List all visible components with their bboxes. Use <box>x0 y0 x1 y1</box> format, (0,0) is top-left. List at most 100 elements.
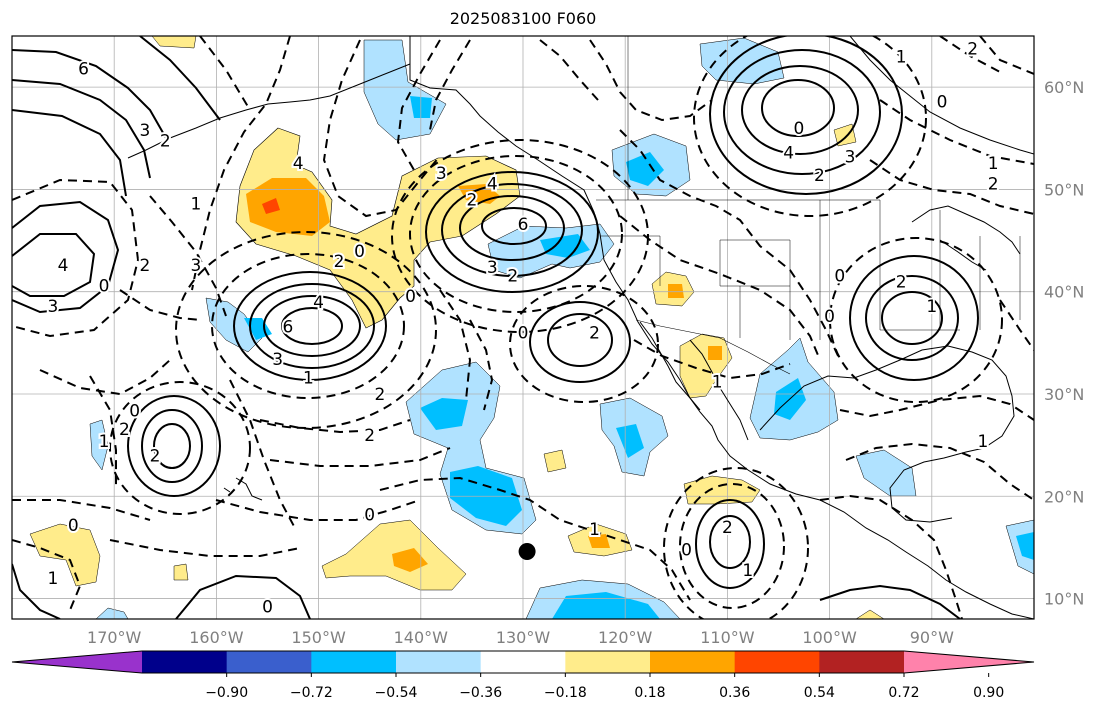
colorbar-segment <box>142 651 228 673</box>
contour-value-label: 3 <box>47 297 58 317</box>
contour-value-label: 2 <box>150 446 161 466</box>
contour-value-label: 1 <box>589 520 600 540</box>
latitude-tick-label: 60°N <box>1044 78 1084 97</box>
contour-line <box>439 289 472 401</box>
contour-line <box>845 442 1034 501</box>
contour-line <box>379 476 691 601</box>
moderate-positive-region <box>246 178 330 236</box>
contour-value-label: 1 <box>99 432 110 452</box>
colorbar-segment <box>226 651 312 673</box>
moderate-positive-region <box>392 548 428 572</box>
longitude-tick-label: 130°W <box>496 628 551 647</box>
contour-value-label: 1 <box>926 297 937 317</box>
contour-value-label: 1 <box>712 373 723 393</box>
canada-hudson-coast <box>849 36 1034 155</box>
colorbar-tick-label: 0.72 <box>888 685 919 701</box>
colorbar-segment <box>480 651 566 673</box>
strong-positive-region <box>262 198 280 214</box>
contour-line <box>709 515 751 569</box>
positive-anomaly-region <box>151 36 197 49</box>
negative-anomaly-region <box>95 607 129 619</box>
contour-value-label: 0 <box>794 119 805 139</box>
contour-line <box>259 419 411 434</box>
contour-line <box>139 36 221 121</box>
contour-line <box>619 215 821 361</box>
positive-anomaly-region <box>855 609 885 619</box>
contour-line <box>865 275 959 361</box>
contour-value-label: 0 <box>937 92 948 112</box>
contour-value-label: 0 <box>824 307 835 327</box>
contour-line <box>175 574 311 619</box>
contour-line <box>153 423 191 469</box>
contour-line <box>12 233 96 297</box>
contour-value-label: 1 <box>742 561 753 581</box>
contour-value-label: 2 <box>334 252 345 272</box>
contour-line <box>12 49 167 139</box>
contour-value-label: 2 <box>139 256 150 276</box>
colorbar-segment <box>734 651 820 673</box>
state-borders <box>600 36 1021 340</box>
contour-line <box>481 207 547 245</box>
contour-value-label: 0 <box>364 506 375 526</box>
latitude-tick-label: 20°N <box>1044 487 1084 506</box>
positive-anomaly-region <box>173 563 189 581</box>
gulf-of-california-coastline <box>689 339 749 441</box>
contour-line <box>709 36 903 195</box>
contour-value-label: 0 <box>262 598 273 618</box>
contour-line <box>39 359 171 396</box>
contour-value-label: 1 <box>896 47 907 67</box>
colorbar-tick-label: −0.54 <box>375 685 418 701</box>
contour-value-label: 2 <box>375 385 386 405</box>
colorbar-tick-label: −0.90 <box>205 685 248 701</box>
contour-value-label: 0 <box>834 266 845 286</box>
contour-line <box>999 299 1034 351</box>
contour-value-label: 6 <box>518 215 529 235</box>
contour-line <box>695 499 765 589</box>
contour-line <box>979 36 1034 75</box>
contour-line <box>269 447 451 467</box>
contour-line <box>441 183 583 277</box>
contour-value-label: 2 <box>967 39 978 59</box>
contour-value-label: 3 <box>436 164 447 184</box>
colorbar-outline <box>11 650 1035 674</box>
contour-line <box>849 255 979 381</box>
contour-line <box>881 291 943 345</box>
contour-value-label: 0 <box>99 277 110 297</box>
contour-value-label: 3 <box>139 121 150 141</box>
contour-value-label: 3 <box>845 148 856 168</box>
latitude-tick-label: 30°N <box>1044 385 1084 404</box>
contour-line <box>211 253 405 399</box>
colorbar-tick-label: 0.54 <box>804 685 835 701</box>
shaded-anomalies <box>29 36 1034 619</box>
contour-line <box>819 494 963 619</box>
alaska-coastline <box>409 36 1034 619</box>
contour-value-label: 4 <box>313 293 324 313</box>
contour-line <box>263 295 361 357</box>
colorbar-lower-extension <box>12 651 142 673</box>
contour-line <box>12 200 120 314</box>
colorbar-segment <box>565 651 651 673</box>
longitude-tick-label: 110°W <box>700 628 755 647</box>
contour-value-label: 4 <box>58 256 69 276</box>
moderate-negative-region <box>420 398 468 430</box>
contour-value-label: 1 <box>191 195 202 215</box>
colorbar-upper-extension <box>904 651 1034 673</box>
longitude-tick-label: 170°W <box>87 628 142 647</box>
moderate-positive-region <box>668 284 684 298</box>
contour-value-label: 2 <box>507 266 518 286</box>
contour-line <box>191 36 291 291</box>
contour-line <box>679 483 785 609</box>
contour-line <box>429 39 471 131</box>
great-lakes <box>911 205 1021 271</box>
contour-value-label: 0 <box>681 540 692 560</box>
contour-line <box>215 499 421 521</box>
contour-line <box>12 79 151 179</box>
contour-line <box>396 39 441 171</box>
contour-line <box>12 178 140 338</box>
colorbar-tick-label: 0.18 <box>634 685 665 701</box>
contour-line <box>409 155 623 313</box>
colorbar-segment <box>311 651 397 673</box>
baja-coastline <box>639 321 701 411</box>
